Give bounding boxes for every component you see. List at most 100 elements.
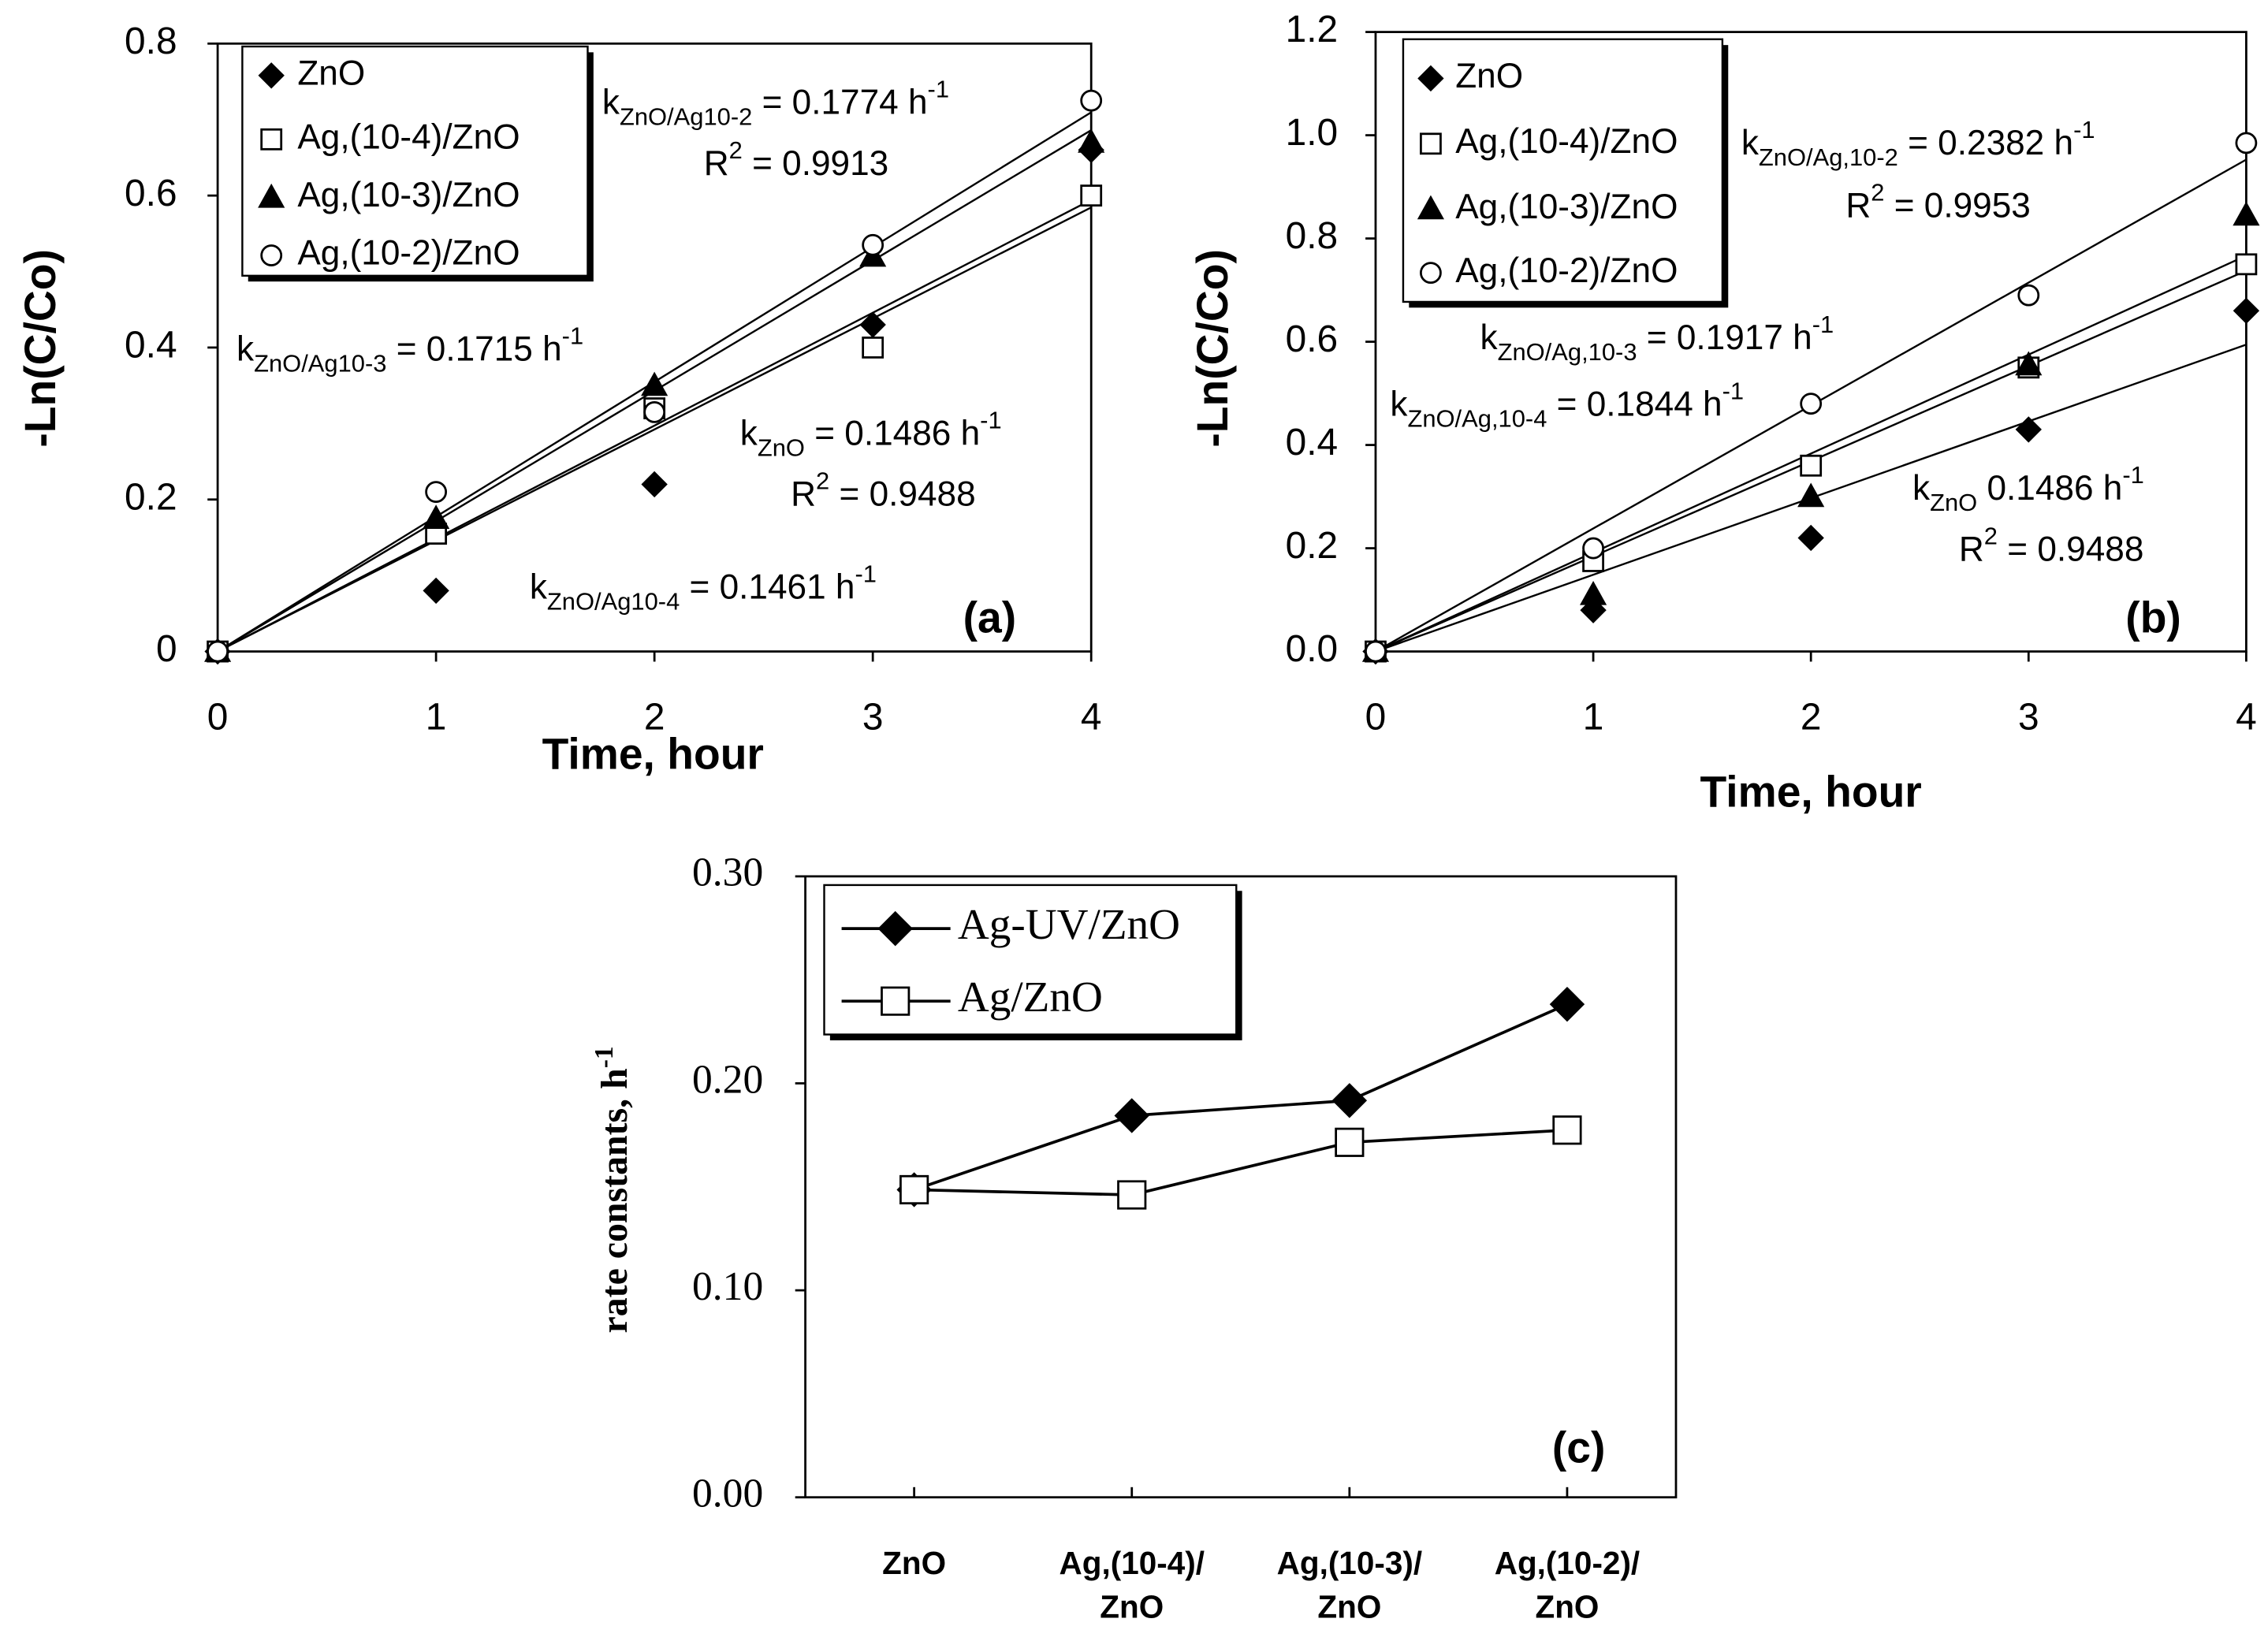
text-part: 2	[1984, 522, 1998, 549]
x-tick-label: ZnO	[882, 1545, 946, 1581]
marker	[641, 371, 668, 396]
marker	[1417, 65, 1444, 92]
text-part: ZnO	[758, 434, 805, 461]
annotation: kZnO/Ag,10-4 = 0.1844 h-1	[1390, 377, 1744, 432]
marker	[1331, 1083, 1368, 1118]
legend-label: Ag-UV/ZnO	[958, 900, 1180, 948]
x-tick-label: Ag,(10-4)/ ZnO	[1060, 1545, 1205, 1624]
x-tick-label: 2	[644, 697, 665, 739]
marker	[1365, 640, 1387, 663]
text-part: k	[1741, 124, 1760, 162]
trendline	[217, 199, 1092, 653]
text-part: -1	[590, 1046, 619, 1068]
marker	[1800, 393, 1823, 415]
marker	[1797, 524, 1824, 552]
text-part: = 0.9488	[829, 474, 975, 513]
text-part: -1	[2122, 461, 2143, 489]
text-part: ZnO/Ag10-4	[547, 587, 680, 615]
marker	[1080, 184, 1103, 207]
legend-label: Ag/ZnO	[958, 973, 1103, 1021]
y-tick-label: 0.2	[125, 476, 177, 518]
marker	[2015, 351, 2043, 376]
x-axis-title: Time, hour	[1700, 768, 1922, 817]
text-part: -1	[2073, 116, 2095, 143]
marker	[877, 910, 913, 947]
text-part: k	[530, 567, 548, 606]
marker	[260, 244, 283, 266]
marker	[258, 183, 285, 208]
marker	[423, 577, 449, 605]
text-part: = 0.9488	[1998, 530, 2143, 568]
text-part: k	[1912, 469, 1931, 508]
text-part: = 0.1715 h	[386, 329, 561, 368]
x-tick-label: 4	[2236, 697, 2257, 739]
x-tick-label: 2	[1801, 697, 1822, 739]
legend	[823, 884, 1238, 1036]
marker	[1080, 89, 1103, 112]
marker	[2015, 416, 2042, 443]
annotation: kZnO/Ag10-4 = 0.1461 h-1	[530, 560, 877, 615]
annotation: R2 = 0.9488	[1959, 522, 2143, 568]
marker	[862, 337, 884, 359]
text-part: = 0.9953	[1884, 186, 2030, 225]
annotation: kZnO = 0.1486 h-1	[740, 406, 1002, 461]
text-part: k	[1480, 318, 1499, 356]
y-tick-label: 1.2	[1286, 9, 1339, 50]
label-line: Ag,(10-4)/	[1060, 1545, 1205, 1581]
label-line: Ag,(10-3)/	[1277, 1545, 1422, 1581]
marker	[1800, 454, 1823, 477]
text-part: R	[704, 144, 729, 183]
marker	[881, 986, 911, 1016]
text-part: -1	[1722, 377, 1744, 404]
text-part: k	[236, 329, 255, 368]
y-tick-label: 0.6	[1286, 318, 1339, 360]
marker	[425, 481, 448, 504]
text-part: 2	[816, 467, 829, 494]
y-tick-label: 0.00	[692, 1472, 763, 1516]
text-part: ZnO/Ag,10-2	[1759, 143, 1898, 171]
annotation: kZnO 0.1486 h-1	[1912, 461, 2144, 516]
marker	[1552, 1115, 1582, 1145]
marker	[2235, 253, 2258, 276]
marker	[1117, 1180, 1147, 1210]
legend-label: ZnO	[297, 54, 365, 92]
x-tick-label: 3	[2018, 697, 2039, 739]
y-axis-title: -Ln(C/Co)	[16, 249, 65, 447]
text-part: = 0.1917 h	[1637, 318, 1812, 356]
marker	[2233, 297, 2260, 324]
marker	[862, 233, 884, 256]
text-part: k	[740, 414, 758, 452]
annotation: R2 = 0.9913	[704, 136, 888, 183]
label-line: ZnO	[1100, 1588, 1164, 1624]
text-part: R	[791, 474, 816, 513]
x-axis-title: Time, hour	[542, 730, 764, 779]
y-tick-label: 0	[156, 628, 177, 670]
annotation: kZnO/Ag,10-2 = 0.2382 h-1	[1741, 116, 2095, 171]
text-part: -1	[1812, 310, 1834, 337]
annotation: R2 = 0.9953	[1845, 178, 2030, 225]
annotation: kZnO/Ag,10-3 = 0.1917 h-1	[1480, 310, 1834, 365]
x-tick-label: 4	[1081, 697, 1102, 739]
annotation: kZnO/Ag10-2 = 0.1774 h-1	[602, 75, 949, 130]
legend-label: Ag,(10-4)/ZnO	[1455, 122, 1678, 161]
label-line: ZnO	[1535, 1588, 1599, 1624]
marker	[1797, 482, 1825, 508]
text-part: k	[602, 83, 620, 121]
x-tick-label: 0	[1365, 697, 1387, 739]
y-tick-label: 1.0	[1286, 112, 1339, 154]
text-part: 0.1486 h	[1977, 469, 2122, 508]
y-tick-label: 0.10	[692, 1264, 763, 1309]
legend-label: Ag,(10-2)/ZnO	[1455, 251, 1678, 290]
y-tick-label: 0.4	[1286, 422, 1339, 463]
text-part: ZnO/Ag10-3	[254, 349, 386, 377]
marker	[899, 1174, 929, 1205]
legend-label: Ag,(10-3)/ZnO	[1455, 188, 1678, 226]
text-part: -1	[562, 322, 583, 349]
legend-label: ZnO	[1455, 57, 1523, 95]
marker	[1582, 537, 1604, 560]
legend-label: Ag,(10-2)/ZnO	[297, 234, 520, 273]
text-part: = 0.1461 h	[680, 567, 855, 606]
trendline	[217, 207, 1092, 653]
marker	[643, 400, 666, 423]
